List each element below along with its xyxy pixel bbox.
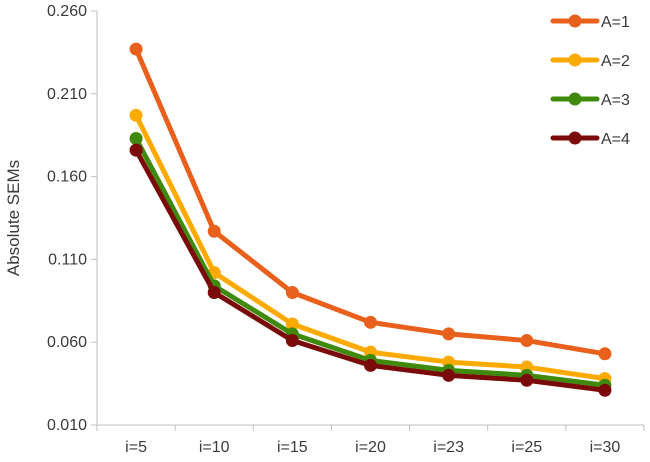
y-tick-label: 0.210 [47, 86, 87, 103]
data-point [442, 368, 456, 382]
series-line [133, 112, 608, 382]
legend-swatch-marker [568, 92, 582, 106]
y-tick-label: 0.260 [47, 3, 87, 20]
data-point [207, 286, 221, 300]
data-point [598, 347, 612, 361]
legend-item: A=1 [550, 14, 630, 31]
x-tick-label: i=23 [433, 439, 464, 456]
axes: 0.010 0.060 0.110 0.160 0.210 0.260 i=5 i=10 i=1… [47, 3, 645, 456]
series-layer [129, 42, 612, 397]
data-point [520, 334, 534, 348]
series-A=4 [129, 143, 612, 397]
y-tick-label: 0.060 [47, 334, 87, 351]
x-tick-label: i=5 [125, 439, 147, 456]
x-tick-label: i=30 [590, 439, 621, 456]
legend-label: A=3 [601, 92, 630, 109]
legend-item: A=4 [550, 131, 630, 148]
x-tick-label: i=10 [199, 439, 230, 456]
legend-swatch-marker [568, 131, 582, 145]
y-tick-label: 0.010 [47, 417, 87, 434]
legend-item: A=3 [550, 92, 630, 109]
legend-label: A=4 [601, 131, 630, 148]
data-point [364, 315, 377, 329]
data-point [285, 286, 299, 300]
y-axis-title: Absolute SEMs [4, 160, 23, 276]
legend-swatch-marker [568, 14, 582, 28]
legend-item: A=2 [550, 53, 630, 70]
data-point [285, 334, 299, 348]
data-point [129, 42, 143, 56]
data-point [520, 373, 534, 387]
data-point [442, 327, 456, 341]
data-point [129, 132, 143, 146]
data-point [598, 383, 612, 397]
legend-label: A=2 [601, 53, 630, 70]
y-tick-label: 0.110 [48, 251, 87, 268]
data-point [207, 224, 221, 238]
y-tick-label: 0.160 [47, 169, 87, 186]
x-tick-label: i=15 [277, 439, 308, 456]
series-A=2 [129, 108, 612, 386]
legend-swatch-marker [568, 53, 582, 67]
data-point [129, 143, 143, 157]
series-A=1 [129, 42, 612, 361]
legend: A=1 A=2 A=3 A=4 [550, 14, 630, 148]
x-tick-label: i=20 [355, 439, 386, 456]
legend-label: A=1 [601, 14, 630, 31]
data-point [129, 108, 143, 122]
x-tick-label: i=25 [511, 439, 542, 456]
data-point [364, 358, 377, 372]
data-point [285, 317, 299, 331]
series-line [133, 46, 608, 357]
